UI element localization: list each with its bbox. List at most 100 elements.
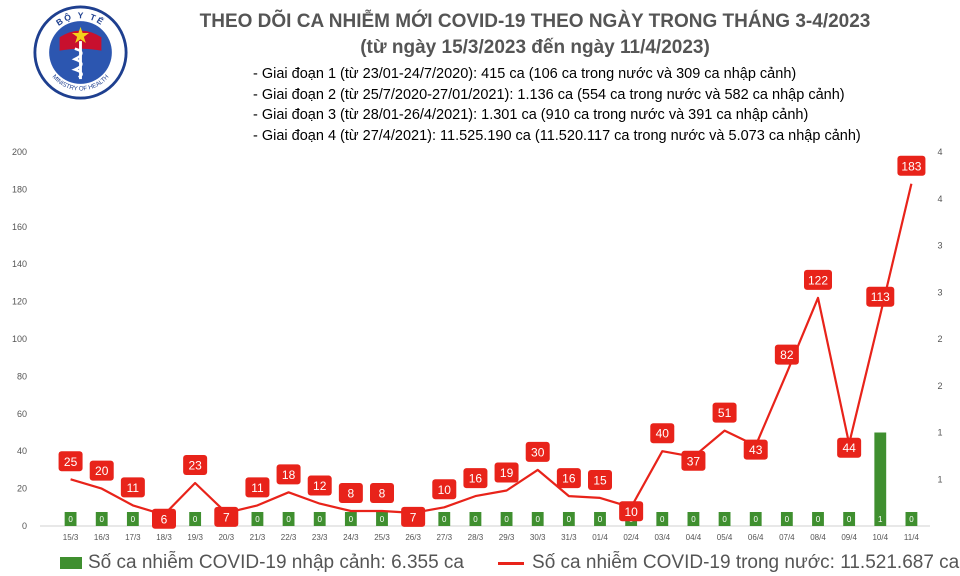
left-axis-tick-label: 60 [17,409,27,419]
line-value-label-box [837,437,862,458]
imported-cases-bar [344,512,357,526]
imported-cases-bar [531,512,544,526]
line-value-label: 183 [901,159,921,173]
x-tick-label: 05/4 [717,533,733,542]
x-tick-label: 26/3 [405,533,421,542]
line-value-label-box [588,469,612,490]
bar-value-label: 0 [785,515,790,524]
legend-line-label: Số ca nhiễm COVID-19 trong nước: 11.521.… [532,552,960,573]
line-value-label-box [556,468,581,489]
line-value-label: 51 [718,406,732,420]
bar-value-label: 0 [847,515,852,524]
line-value-label-box [774,344,799,365]
x-tick-label: 04/4 [686,533,702,542]
imported-cases-bar [656,512,669,526]
chart-legend: Số ca nhiễm COVID-19 nhập cảnh: 6.355 ca… [60,552,959,574]
chart-title: THEO DÕI CA NHIỄM MỚI COVID-19 THEO NGÀY… [199,11,871,32]
bar-value-label: 0 [99,515,104,524]
line-value-label: 113 [871,290,890,304]
legend-line-swatch [498,561,525,565]
line-value-label: 15 [593,473,607,487]
x-tick-label: 20/3 [218,533,234,542]
x-tick-label: 19/3 [187,533,203,542]
x-tick-label: 21/3 [250,533,266,542]
line-value-label: 11 [251,481,264,495]
imported-cases-bar [95,512,108,526]
line-value-label-box [152,508,176,529]
line-value-label: 7 [223,510,230,524]
x-tick-label: 28/3 [468,533,484,542]
line-value-label-box [712,402,737,423]
x-tick-label: 09/4 [841,533,857,542]
line-value-label-box [89,460,114,481]
x-tick-label: 23/3 [312,533,328,542]
line-value-label-box [432,479,457,500]
line-value-label-box [338,483,363,504]
left-axis-tick-label: 100 [12,334,27,344]
imported-cases-bar [500,512,513,526]
line-value-label-box [681,450,706,471]
left-axis-tick-label: 40 [17,446,27,456]
x-tick-label: 31/3 [561,533,577,542]
line-value-label: 37 [687,454,701,468]
line-value-label-box [120,477,145,498]
x-tick-label: 02/4 [623,533,639,542]
line-value-label: 82 [780,348,794,362]
line-value-label-box [276,464,301,485]
imported-cases-bar [812,512,824,526]
bar-value-label: 0 [317,515,322,524]
line-value-label-box [897,155,926,176]
bar-value-label: 0 [598,515,603,524]
left-axis-tick-label: 120 [12,297,27,307]
x-tick-label: 07/4 [779,533,795,542]
line-value-label-box [804,269,832,290]
bar-value-label: 1 [878,515,883,524]
right-axis-tick-label: 2 [937,334,942,344]
line-value-label: 30 [531,445,545,459]
x-tick-label: 27/3 [436,533,452,542]
x-tick-label: 30/3 [530,533,546,542]
line-value-label-box [650,423,675,444]
line-value-label-box [401,506,426,527]
line-value-label-box [494,462,519,483]
line-value-label: 16 [469,472,483,486]
line-value-label: 10 [438,483,452,497]
legend-bar-label: Số ca nhiễm COVID-19 nhập cảnh: 6.355 ca [88,552,465,573]
phase-notes: Giai đoạn 1 (từ 23/01-24/7/2020): 415 ca… [253,64,861,146]
phase-note-3: Giai đoạn 3 (từ 28/01-26/4/2021): 1.301 … [253,105,861,126]
ministry-of-health-logo: BỘ Y TẾ MINISTRY OF HEALTH [33,5,128,100]
imported-cases-bar [718,512,731,526]
phase-note-1: Giai đoạn 1 (từ 23/01-24/7/2020): 415 ca… [253,64,861,85]
line-value-label-box [183,454,208,475]
line-value-label: 7 [410,510,417,524]
imported-cases-bar [313,512,326,526]
right-axis-tick-label: 4 [937,194,942,204]
imported-cases-bar [469,512,482,526]
line-value-label: 20 [95,464,109,478]
line-value-label: 43 [749,443,763,457]
line-value-label: 40 [656,427,670,441]
imported-cases-bar [438,512,451,526]
left-axis-tick-label: 180 [12,184,27,194]
bar-value-label: 0 [753,515,758,524]
bar-value-label: 0 [660,515,665,524]
bar-value-label: 0 [816,515,821,524]
x-tick-label: 22/3 [281,533,297,542]
x-tick-label: 11/4 [904,533,920,542]
x-tick-label: 10/4 [872,533,888,542]
line-value-label: 18 [282,468,296,482]
imported-cases-bar [905,512,918,526]
imported-cases-bar [843,512,856,526]
line-value-label: 44 [842,441,856,455]
chart-subtitle: (từ ngày 15/3/2023 đến ngày 11/4/2023) [360,37,710,58]
line-value-label: 19 [500,466,514,480]
line-value-label: 6 [161,512,168,526]
line-value-label: 25 [64,455,78,469]
domestic-cases-line [70,183,913,516]
bar-value-label: 0 [349,515,354,524]
imported-cases-bar [749,512,762,526]
line-value-label: 8 [379,487,386,501]
bar-value-label: 0 [909,515,914,524]
left-axis-tick-label: 140 [12,259,27,269]
line-value-label-box [866,286,895,307]
